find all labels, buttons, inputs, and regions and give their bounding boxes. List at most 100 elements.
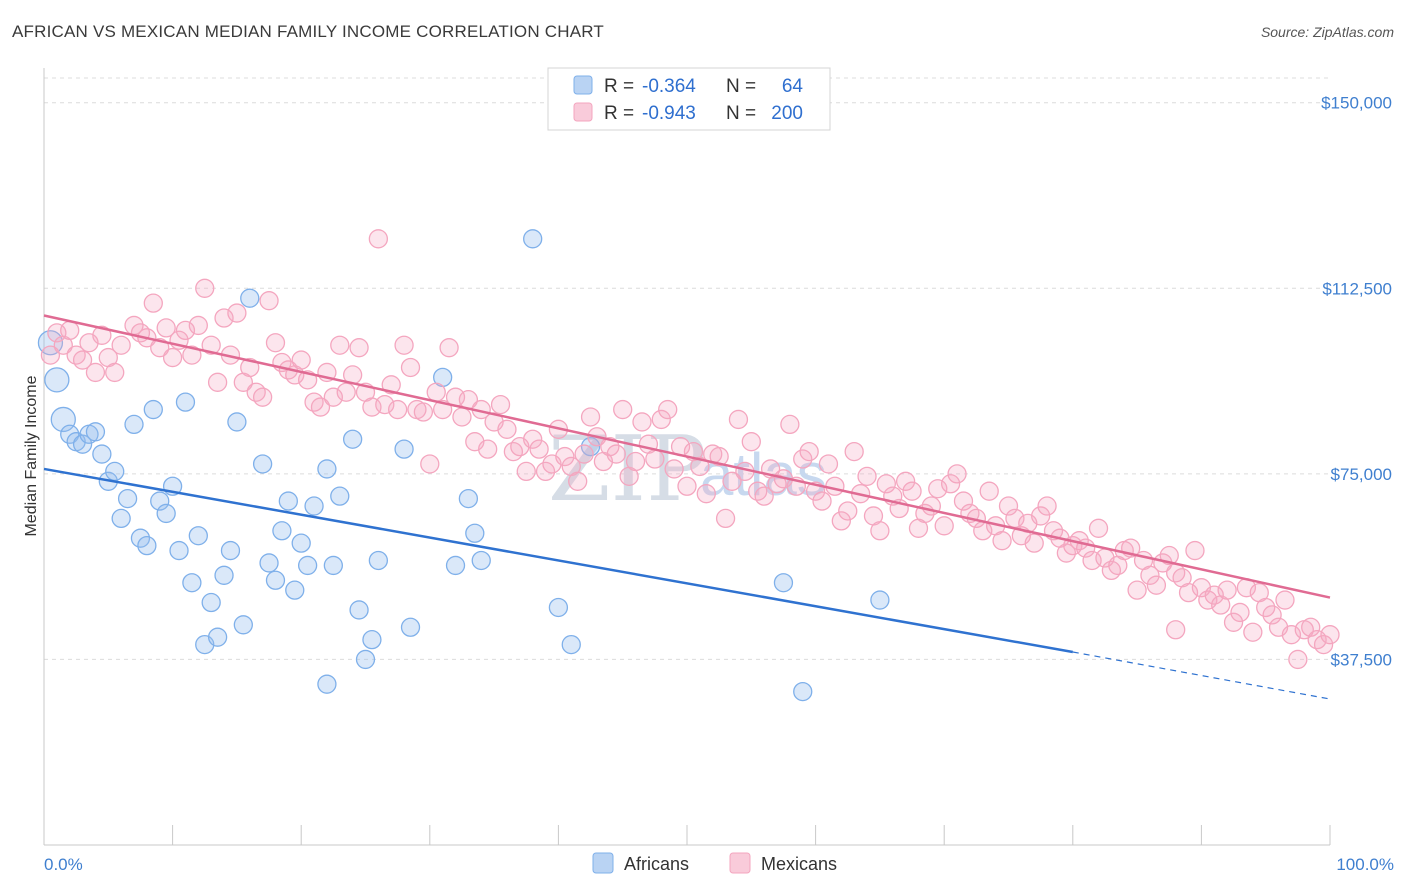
trend-lines bbox=[43, 314, 1331, 700]
mexican-point-94 bbox=[651, 409, 671, 430]
mexican-point-108 bbox=[741, 432, 761, 452]
mexican-point-74 bbox=[523, 429, 543, 449]
african-point-41 bbox=[317, 459, 337, 479]
mexican-point-152 bbox=[1024, 533, 1044, 553]
african-point-63 bbox=[870, 590, 890, 610]
mexican-point-57 bbox=[413, 402, 434, 422]
african-point-15 bbox=[137, 535, 157, 556]
mexican-point-73 bbox=[516, 461, 536, 482]
african-point-31 bbox=[240, 288, 260, 308]
mexican-point-7 bbox=[85, 362, 106, 383]
mexican-point-23 bbox=[195, 278, 215, 298]
african-point-47 bbox=[362, 629, 382, 650]
legend-r-label-africans: R = bbox=[604, 76, 634, 97]
african-point-53 bbox=[458, 488, 479, 509]
bottom-legend-label-mexicans: Mexicans bbox=[761, 854, 837, 874]
mexican-point-22 bbox=[188, 315, 208, 336]
african-point-14 bbox=[130, 528, 151, 548]
mexican-point-88 bbox=[613, 399, 633, 420]
mexican-point-195 bbox=[1301, 617, 1321, 637]
mexican-point-133 bbox=[902, 481, 922, 501]
mexican-point-122 bbox=[831, 511, 851, 531]
mexican-point-0 bbox=[40, 345, 61, 365]
mexican-point-148 bbox=[998, 496, 1019, 516]
african-point-23 bbox=[188, 526, 208, 546]
mexican-point-171 bbox=[1146, 575, 1167, 595]
mexican-point-119 bbox=[812, 491, 832, 511]
mexican-point-69 bbox=[490, 394, 511, 415]
mexican-point-173 bbox=[1159, 545, 1179, 566]
mexican-point-52 bbox=[381, 375, 401, 395]
mexican-point-67 bbox=[478, 439, 498, 459]
mexican-point-188 bbox=[1256, 597, 1276, 618]
mexican-point-21 bbox=[182, 345, 202, 365]
african-point-32 bbox=[252, 454, 273, 474]
mexican-point-15 bbox=[143, 293, 163, 313]
grid-lines bbox=[44, 77, 1330, 660]
mexican-point-47 bbox=[349, 338, 369, 358]
african-point-8 bbox=[92, 444, 112, 464]
mexican-point-55 bbox=[400, 357, 421, 378]
mexican-point-70 bbox=[497, 419, 517, 439]
african-point-17 bbox=[150, 491, 170, 511]
african-point-37 bbox=[285, 580, 305, 600]
african-point-45 bbox=[349, 600, 369, 620]
mexican-point-189 bbox=[1262, 605, 1282, 625]
mexican-point-34 bbox=[265, 333, 286, 353]
y-tick-label-0: $37,500 bbox=[1331, 650, 1392, 669]
mexican-point-168 bbox=[1127, 580, 1147, 600]
mexican-point-33 bbox=[259, 291, 279, 311]
mexican-point-170 bbox=[1140, 565, 1160, 585]
mexican-point-182 bbox=[1217, 580, 1237, 600]
mexican-point-147 bbox=[992, 531, 1012, 551]
mexican-point-32 bbox=[252, 387, 273, 407]
mexican-point-106 bbox=[728, 409, 749, 430]
legend-r-value-africans: -0.364 bbox=[642, 76, 696, 97]
mexican-point-177 bbox=[1185, 540, 1205, 561]
african-point-59 bbox=[580, 437, 601, 457]
african-point-62 bbox=[793, 681, 813, 702]
bottom-legend-swatch-mexicans bbox=[729, 852, 751, 874]
african-point-56 bbox=[523, 229, 543, 249]
mexican-point-17 bbox=[156, 318, 176, 338]
african-point-5 bbox=[72, 434, 93, 454]
mexican-point-50 bbox=[368, 229, 389, 249]
african-point-1 bbox=[44, 367, 70, 393]
watermark: ZIP atlas bbox=[548, 417, 827, 522]
legend-n-value-africans: 64 bbox=[782, 76, 804, 97]
mexican-point-58 bbox=[420, 454, 440, 474]
mexican-point-103 bbox=[709, 446, 729, 467]
mexican-point-79 bbox=[555, 446, 575, 467]
mexican-point-116 bbox=[793, 449, 813, 469]
legend-n-value-mexicans: 200 bbox=[771, 103, 803, 124]
bottom-legend-label-africans: Africans bbox=[624, 854, 689, 874]
mexican-point-139 bbox=[940, 474, 961, 494]
mexican-point-81 bbox=[568, 471, 588, 491]
african-point-35 bbox=[272, 521, 292, 541]
african-point-10 bbox=[105, 461, 125, 482]
mexican-point-105 bbox=[722, 471, 742, 491]
mexican-point-126 bbox=[857, 466, 877, 486]
mexican-point-132 bbox=[895, 471, 916, 491]
african-point-57 bbox=[548, 597, 569, 618]
mexican-point-11 bbox=[111, 335, 131, 355]
african-point-11 bbox=[111, 508, 131, 529]
mexican-point-30 bbox=[240, 357, 260, 378]
african-point-60 bbox=[317, 674, 337, 694]
mexican-point-184 bbox=[1230, 602, 1250, 623]
y-tick-label-1: $75,000 bbox=[1331, 465, 1392, 484]
mexican-point-197 bbox=[1313, 634, 1334, 655]
mexican-point-87 bbox=[606, 444, 626, 464]
african-point-25 bbox=[201, 592, 221, 613]
africans-trend-line bbox=[43, 467, 1074, 654]
mexican-point-3 bbox=[60, 320, 80, 341]
african-point-13 bbox=[124, 414, 144, 435]
african-point-29 bbox=[227, 412, 247, 432]
mexican-point-145 bbox=[979, 481, 999, 501]
x-tick-label-0: 0.0% bbox=[44, 855, 83, 874]
mexican-point-10 bbox=[105, 362, 125, 383]
mexican-point-41 bbox=[310, 397, 331, 417]
african-point-21 bbox=[175, 392, 196, 412]
mexican-point-104 bbox=[715, 508, 736, 529]
african-point-52 bbox=[445, 555, 466, 576]
